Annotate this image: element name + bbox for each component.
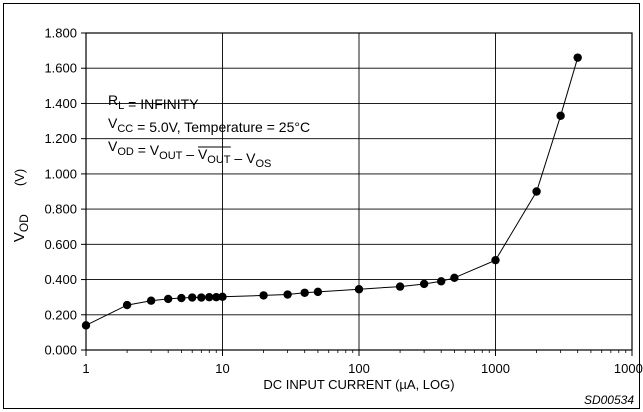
data-point <box>283 290 292 299</box>
data-point <box>573 53 582 62</box>
x-axis-label: DC INPUT CURRENT (µA, LOG) <box>263 377 454 392</box>
data-point <box>259 291 268 300</box>
y-tick-label: 1.600 <box>44 61 77 76</box>
y-tick-label: 1.400 <box>44 96 77 111</box>
data-point <box>532 187 541 196</box>
y-tick-label: 1.800 <box>44 26 77 41</box>
y-axis-ticks: 0.000 0.200 0.400 0.600 0.800 1.000 1.200 1.400… <box>44 26 86 358</box>
y-tick-label: 0.800 <box>44 202 77 217</box>
data-point <box>197 293 206 302</box>
x-tick-label: 1 <box>82 361 89 376</box>
data-point <box>146 296 156 305</box>
figure-border <box>3 3 640 409</box>
data-point <box>177 293 186 303</box>
data-point <box>436 277 446 286</box>
data-point <box>212 292 221 302</box>
data-point <box>556 111 565 120</box>
data-point <box>313 287 323 297</box>
data-point <box>354 285 364 294</box>
annotation-block: RL = INFINITY VCC = 5.0V, Temperature = 2… <box>108 92 310 170</box>
data-point <box>491 255 500 265</box>
figure-id: SD00534 <box>584 393 634 407</box>
y-tick-label: 1.000 <box>44 166 77 181</box>
y-tick-label: 0.600 <box>44 237 77 252</box>
data-point <box>218 292 227 302</box>
annotation-line: VOD = VOUT – VOUT – VOS <box>108 138 271 170</box>
x-tick-label: 1000 <box>481 361 510 376</box>
x-axis-ticks: 1 10 100 1000 10000 <box>82 350 643 376</box>
x-tick-label: 10 <box>215 361 229 376</box>
x-tick-label: 10000 <box>614 361 643 376</box>
x-tick-label: 100 <box>348 361 370 376</box>
y-tick-label: 1.200 <box>44 131 77 146</box>
y-axis-label: VOD(V) <box>11 169 31 242</box>
y-tick-label: 0.400 <box>44 272 77 287</box>
data-point <box>205 292 214 302</box>
y-tick-label: 0.000 <box>44 343 77 358</box>
data-point <box>300 288 309 297</box>
data-point <box>395 282 405 291</box>
y-tick-label: 0.200 <box>44 307 77 322</box>
data-point <box>122 300 132 310</box>
annotation-line: VCC = 5.0V, Temperature = 25°C <box>108 115 310 135</box>
annotation-line: RL = INFINITY <box>108 92 199 112</box>
plot-area-border <box>85 32 633 351</box>
data-point <box>163 294 173 304</box>
data-point <box>419 279 429 289</box>
data-point <box>188 293 197 302</box>
data-series <box>81 53 582 330</box>
data-point <box>450 273 459 282</box>
